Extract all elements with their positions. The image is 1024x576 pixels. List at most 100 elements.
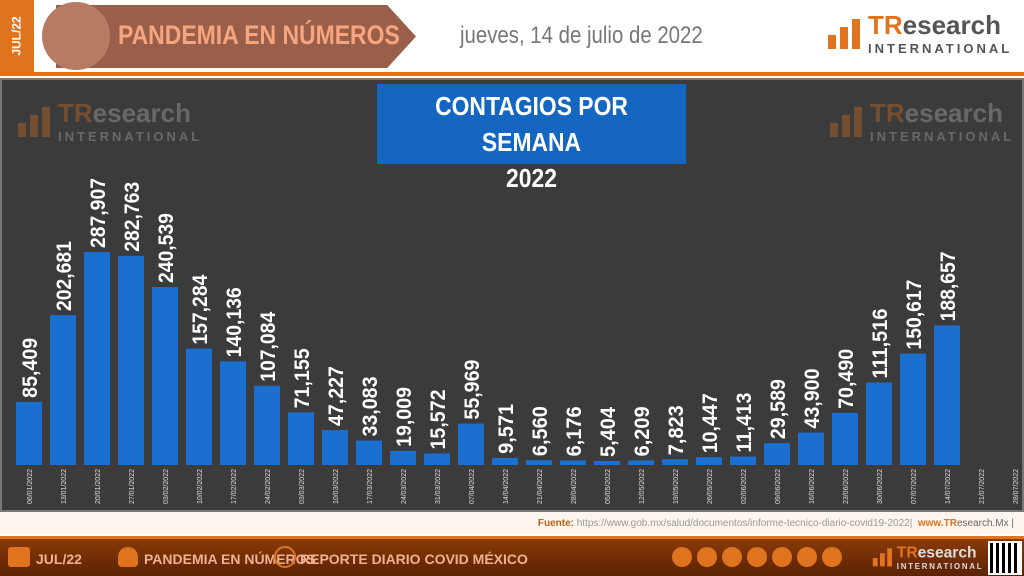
x-tick-label: 14/04/2022 <box>503 469 510 504</box>
x-tick-label: 10/02/2022 <box>197 469 204 504</box>
x-tick-label: 13/01/2022 <box>61 469 68 504</box>
bar <box>832 412 858 465</box>
section-banner <box>56 5 416 68</box>
data-label: 29,589 <box>767 379 790 439</box>
data-label: 11,413 <box>733 393 756 453</box>
bar <box>220 361 246 465</box>
bar <box>730 456 756 465</box>
data-label: 6,209 <box>631 406 654 456</box>
x-tick-label: 12/05/2022 <box>639 469 646 504</box>
x-tick-label: 28/07/2022 <box>1013 469 1020 504</box>
logo-bars-icon <box>820 13 868 53</box>
bar <box>594 461 620 465</box>
divider <box>0 72 1024 76</box>
data-label: 107,084 <box>257 311 280 381</box>
data-label: 55,969 <box>461 360 484 420</box>
x-tick-label: 28/04/2022 <box>571 469 578 504</box>
twitter-icon[interactable] <box>747 547 767 567</box>
x-tick-label: 23/06/2022 <box>843 469 850 504</box>
web-icon[interactable] <box>672 547 692 567</box>
x-tick-label: 17/02/2022 <box>231 469 238 504</box>
x-tick-label: 06/01/2022 <box>27 469 34 504</box>
bar <box>662 459 688 465</box>
data-label: 10,447 <box>699 393 722 453</box>
data-label: 9,571 <box>495 404 518 454</box>
data-label: 157,284 <box>189 274 212 344</box>
x-tick-label: 21/04/2022 <box>537 469 544 504</box>
bar <box>356 440 382 465</box>
x-tick-label: 07/07/2022 <box>911 469 918 504</box>
data-label: 71,155 <box>291 348 314 408</box>
bar <box>16 401 42 465</box>
bar-chart: 06/01/2022 13/01/2022 20/01/2022 27/01/2022… <box>16 178 1020 504</box>
map-globe-icon <box>42 2 110 70</box>
data-label: 150,617 <box>903 280 926 350</box>
source-line: Fuente: https://www.gob.mx/salud/documen… <box>0 512 1024 534</box>
qr-code[interactable] <box>988 541 1022 575</box>
watermark-logo-left: TResearch INTERNATIONAL <box>10 98 202 144</box>
bar <box>186 348 212 465</box>
x-tick-label: 10/03/2022 <box>333 469 340 504</box>
bar <box>118 255 144 465</box>
x-tick-label: 07/04/2022 <box>469 469 476 504</box>
x-tick-label: 05/05/2022 <box>605 469 612 504</box>
chart-title: CONTAGIOS POR SEMANA <box>435 91 628 157</box>
data-label: 7,823 <box>665 405 688 455</box>
data-label: 188,657 <box>937 251 960 321</box>
email-icon[interactable] <box>722 547 742 567</box>
bar <box>560 460 586 465</box>
linkedin-icon[interactable] <box>797 547 817 567</box>
header: JUL/22 PANDEMIA EN NÚMEROS jueves, 14 de… <box>0 0 1024 72</box>
x-tick-label: 03/03/2022 <box>299 469 306 504</box>
x-tick-label: 24/02/2022 <box>265 469 272 504</box>
facebook-icon[interactable] <box>772 547 792 567</box>
map-pin-icon <box>118 547 138 567</box>
chart-title-box: CONTAGIOS POR SEMANA 2022 <box>377 84 686 193</box>
x-tick-label: 24/03/2022 <box>401 469 408 504</box>
watermark-logo-right: TResearch INTERNATIONAL <box>822 98 1014 144</box>
x-tick-label: 03/02/2022 <box>163 469 170 504</box>
banner-title: PANDEMIA EN NÚMEROS <box>118 20 400 50</box>
data-label: 282,763 <box>121 182 144 252</box>
report-date: jueves, 14 de julio de 2022 <box>460 22 703 49</box>
x-tick-label: 17/03/2022 <box>367 469 374 504</box>
bar <box>288 412 314 465</box>
x-tick-label: 31/03/2022 <box>435 469 442 504</box>
x-tick-label: 16/06/2022 <box>809 469 816 504</box>
data-label: 5,404 <box>597 407 620 457</box>
x-tick-label: 19/05/2022 <box>673 469 680 504</box>
calendar-icon <box>8 547 30 567</box>
data-label: 6,560 <box>529 406 552 456</box>
data-label: 33,083 <box>359 377 382 437</box>
x-tick-label: 27/01/2022 <box>129 469 136 504</box>
youtube-icon[interactable] <box>822 547 842 567</box>
x-tick-label: 14/07/2022 <box>945 469 952 504</box>
bar <box>50 315 76 465</box>
footer-logo: TResearch INTERNATIONAL <box>868 543 983 571</box>
x-tick-label: 26/05/2022 <box>707 469 714 504</box>
bar <box>458 423 484 465</box>
phone-icon[interactable] <box>697 547 717 567</box>
data-label: 287,907 <box>87 178 110 248</box>
bar <box>322 430 348 465</box>
source-url[interactable]: https://www.gob.mx/salud/documentos/info… <box>576 518 913 529</box>
data-label: 70,490 <box>835 349 858 409</box>
bar <box>84 252 110 465</box>
x-tick-label: 30/06/2022 <box>877 469 884 504</box>
bar <box>696 457 722 465</box>
footer: JUL/22 PANDEMIA EN NÚMEROS REPORTE DIARI… <box>0 536 1024 576</box>
data-label: 240,539 <box>155 213 178 283</box>
report-icon <box>274 546 296 568</box>
bar <box>424 453 450 465</box>
side-tab: JUL/22 <box>0 0 34 72</box>
bar <box>628 460 654 465</box>
data-label: 43,900 <box>801 369 824 429</box>
data-label: 19,009 <box>393 387 416 447</box>
data-label: 202,681 <box>53 241 76 311</box>
bar <box>254 385 280 465</box>
data-label: 85,409 <box>19 338 42 398</box>
bar <box>526 460 552 465</box>
brand-logo: TResearch INTERNATIONAL <box>820 10 1012 56</box>
x-tick-label: 21/07/2022 <box>979 469 986 504</box>
bar <box>866 382 892 465</box>
